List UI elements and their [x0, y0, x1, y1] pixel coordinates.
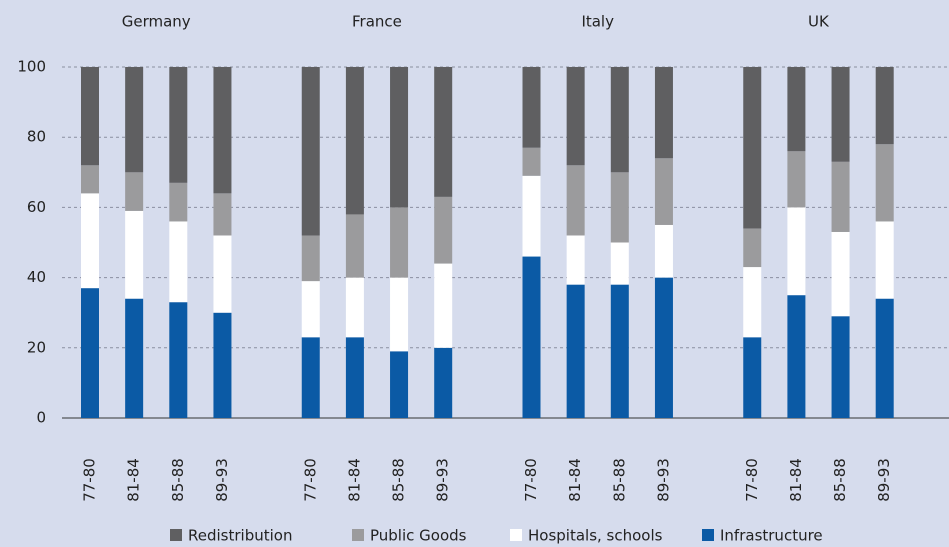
x-tick-label: 85-88	[169, 458, 187, 502]
bar-segment	[831, 316, 850, 418]
bar-segment	[434, 67, 453, 197]
y-tick-label: 20	[27, 338, 46, 356]
bar-segment	[831, 161, 850, 232]
bar-segment	[875, 298, 894, 418]
bar-segment	[301, 67, 320, 236]
legend-label: Public Goods	[370, 527, 467, 545]
bar-segment	[213, 67, 232, 194]
bar-segment	[125, 210, 144, 299]
legend-swatch	[702, 529, 714, 541]
x-tick-label: 77-80	[81, 458, 99, 502]
bar-segment	[213, 193, 232, 236]
y-tick-label: 80	[27, 128, 46, 146]
legend-swatch	[352, 529, 364, 541]
x-tick-label: 77-80	[301, 458, 319, 502]
bar-segment	[743, 337, 762, 418]
bar-segment	[831, 231, 850, 317]
bar-segment	[345, 67, 364, 215]
bar-segment	[434, 196, 453, 264]
bar-segment	[390, 351, 409, 418]
bar-segment	[875, 67, 894, 145]
bar-segment	[875, 221, 894, 299]
bar-segment	[301, 235, 320, 282]
bar-segment	[301, 337, 320, 418]
bar-segment	[169, 221, 188, 303]
bar-segment	[345, 214, 364, 278]
y-tick-label: 100	[17, 58, 46, 76]
bar-segment	[522, 256, 541, 418]
x-tick-label: 81-84	[345, 458, 363, 502]
x-tick-label: 85-88	[390, 458, 408, 502]
legend-swatch	[170, 529, 182, 541]
x-tick-label: 77-80	[743, 458, 761, 502]
legend-label: Hospitals, schools	[528, 527, 663, 545]
bar-segment	[566, 284, 585, 418]
bar-segment	[787, 67, 806, 152]
bar-segment	[522, 147, 541, 176]
bar-segment	[81, 67, 99, 166]
legend-swatch	[510, 529, 522, 541]
bar-segment	[81, 193, 99, 289]
bar-segment	[566, 165, 585, 236]
bar-segment	[434, 263, 453, 348]
x-tick-label: 85-88	[831, 458, 849, 502]
group-label: Germany	[122, 13, 191, 31]
bar-segment	[390, 277, 409, 352]
bar-segment	[787, 151, 806, 208]
bar-segment	[434, 347, 453, 418]
x-tick-label: 89-93	[213, 458, 231, 502]
bar-segment	[522, 175, 541, 257]
y-tick-label: 0	[36, 409, 46, 427]
x-tick-label: 81-84	[125, 458, 143, 502]
x-tick-label: 89-93	[654, 458, 672, 502]
bar-segment	[654, 277, 673, 418]
legend-label: Infrastructure	[720, 527, 823, 545]
bar-segment	[390, 67, 409, 208]
bar-segment	[875, 144, 894, 222]
bar-segment	[522, 67, 541, 148]
bar-segment	[213, 312, 232, 418]
bar-segment	[81, 165, 99, 194]
bar-segment	[743, 267, 762, 338]
bar-segment	[125, 172, 144, 211]
bar-segment	[787, 207, 806, 296]
bar-segment	[787, 295, 806, 418]
y-tick-label: 40	[27, 268, 46, 286]
bar-segment	[169, 302, 188, 418]
bar-segment	[610, 67, 629, 173]
bar-segment	[345, 277, 364, 338]
bar-segment	[301, 281, 320, 338]
bar-segment	[125, 298, 144, 418]
x-tick-label: 77-80	[522, 458, 540, 502]
y-tick-label: 60	[27, 198, 46, 216]
x-tick-label: 85-88	[610, 458, 628, 502]
bar-segment	[81, 288, 99, 418]
bar-segment	[610, 172, 629, 243]
bar-segment	[566, 67, 585, 166]
bar-segment	[125, 67, 144, 173]
x-tick-label: 81-84	[787, 458, 805, 502]
bar-segment	[654, 224, 673, 278]
bar-segment	[610, 284, 629, 418]
group-label: Italy	[581, 13, 614, 31]
x-tick-label: 89-93	[875, 458, 893, 502]
x-tick-label: 89-93	[434, 458, 452, 502]
bar-segment	[213, 235, 232, 313]
bar-segment	[390, 207, 409, 278]
bar-segment	[169, 182, 188, 222]
group-label: UK	[808, 13, 830, 31]
group-label: France	[352, 13, 402, 31]
bar-segment	[566, 235, 585, 285]
bar-segment	[345, 337, 364, 418]
bar-segment	[169, 67, 188, 183]
x-tick-label: 81-84	[566, 458, 584, 502]
bar-segment	[654, 67, 673, 159]
bar-segment	[743, 67, 762, 229]
bar-segment	[743, 228, 762, 268]
bar-segment	[654, 158, 673, 225]
bar-segment	[610, 242, 629, 285]
bar-segment	[831, 67, 850, 162]
legend-label: Redistribution	[188, 527, 292, 545]
